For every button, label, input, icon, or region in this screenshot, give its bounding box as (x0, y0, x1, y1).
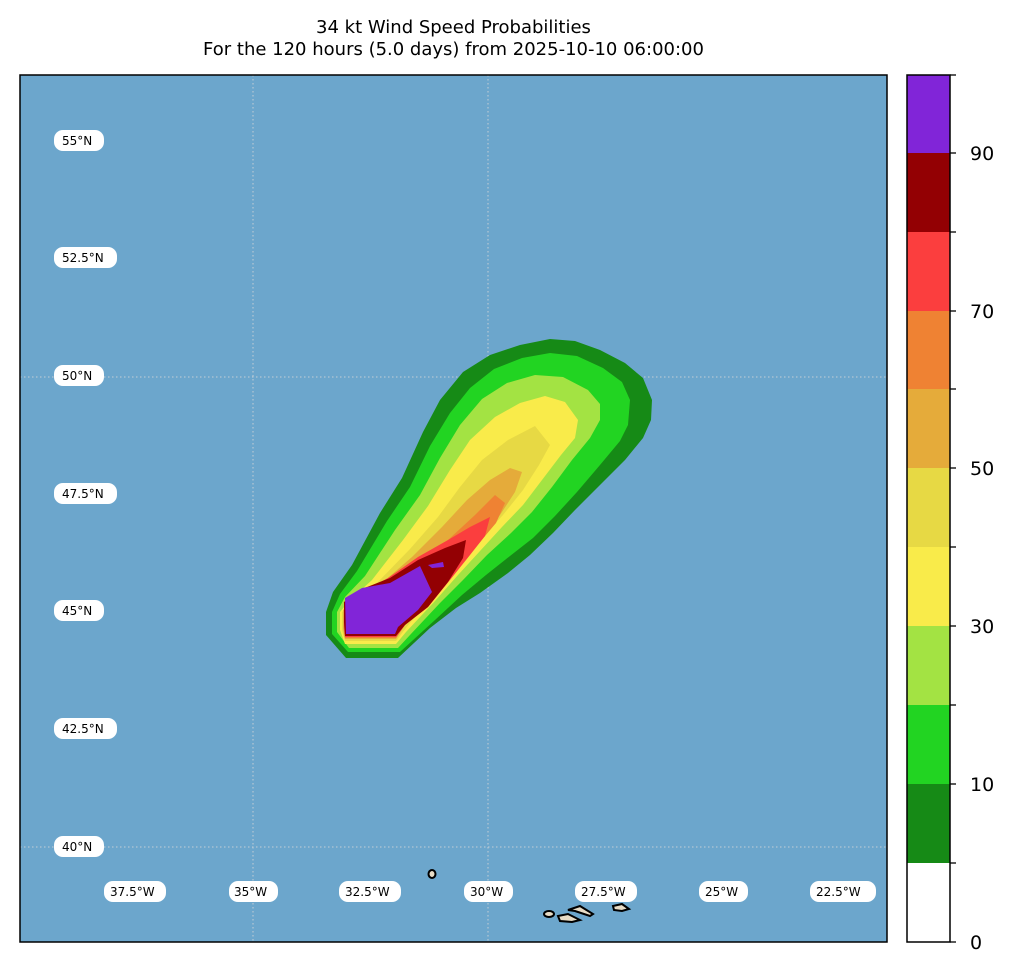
colorbar-band-40 (907, 547, 950, 626)
probability-contours (326, 339, 652, 658)
colorbar-tick-10: 10 (970, 774, 994, 796)
colorbar-band-20 (907, 705, 950, 784)
lon-label-37-5w: 37.5°W (110, 885, 155, 899)
lon-label-30w: 30°W (470, 885, 503, 899)
colorbar-band-30 (907, 626, 950, 705)
map-subtitle: For the 120 hours (5.0 days) from 2025-1… (203, 39, 704, 60)
lon-label-25w: 25°W (705, 885, 738, 899)
lon-label-22-5w: 22.5°W (816, 885, 861, 899)
island-terceira (611, 902, 632, 913)
colorbar-band-60 (907, 389, 950, 468)
island-graciosa (543, 910, 555, 918)
colorbar-frame (906, 74, 951, 943)
colorbar-band-50 (907, 468, 950, 547)
contour-100-island (428, 562, 444, 568)
lat-label-47-5n: 47.5°N (62, 487, 104, 501)
colorbar-ticks (950, 74, 956, 943)
latitude-labels: 55°N 52.5°N 50°N 47.5°N 45°N 42.5°N 40°N (54, 130, 117, 857)
lon-label-35w: 35°W (234, 885, 267, 899)
map-title: 34 kt Wind Speed Probabilities (316, 17, 591, 38)
colorbar-tick-70: 70 (970, 301, 994, 323)
lon-label-32-5w: 32.5°W (345, 885, 390, 899)
lon-label-27-5w: 27.5°W (581, 885, 626, 899)
colorbar-tick-50: 50 (970, 458, 994, 480)
colorbar-tick-30: 30 (970, 616, 994, 638)
longitude-labels: 37.5°W 35°W 32.5°W 30°W 27.5°W 25°W 22.5… (104, 881, 876, 902)
islands (427, 869, 632, 924)
colorbar-tick-0: 0 (970, 932, 982, 954)
lat-label-40n: 40°N (62, 840, 92, 854)
colorbar-tick-90: 90 (970, 143, 994, 165)
colorbar-band-80 (907, 232, 950, 311)
lat-label-52-5n: 52.5°N (62, 251, 104, 265)
map-frame (19, 74, 888, 943)
contour-100 (345, 566, 432, 634)
colorbar-band-10 (907, 784, 950, 863)
colorbar-band-100 (907, 75, 950, 153)
colorbar-band-70 (907, 311, 950, 389)
colorbar-band-90 (907, 153, 950, 232)
colorbar: 0 10 30 50 70 90 (906, 74, 994, 954)
lat-label-42-5n: 42.5°N (62, 722, 104, 736)
lat-label-50n: 50°N (62, 369, 92, 383)
island-faial-pico (556, 912, 583, 924)
island-corvo-flores (427, 869, 437, 879)
island-sao-jorge (567, 904, 595, 918)
colorbar-band-0 (907, 863, 950, 942)
gridlines (20, 75, 887, 942)
lat-label-45n: 45°N (62, 604, 92, 618)
lat-label-55n: 55°N (62, 134, 92, 148)
